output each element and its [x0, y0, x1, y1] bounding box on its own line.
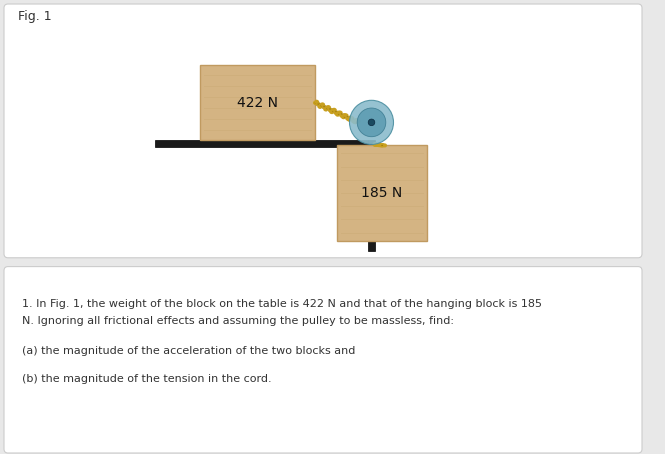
Bar [155, 140, 368, 148]
Bar [368, 140, 375, 251]
Text: N. Ignoring all frictional effects and assuming the pulley to be massless, find:: N. Ignoring all frictional effects and a… [22, 316, 454, 326]
Circle shape [368, 119, 375, 126]
Bar [336, 145, 426, 241]
Text: Fig. 1: Fig. 1 [18, 10, 52, 23]
Text: 422 N: 422 N [237, 96, 278, 110]
Bar [200, 65, 315, 140]
Circle shape [357, 108, 386, 137]
Text: (a) the magnitude of the acceleration of the two blocks and: (a) the magnitude of the acceleration of… [22, 346, 355, 356]
FancyBboxPatch shape [4, 4, 642, 258]
FancyBboxPatch shape [4, 266, 642, 453]
Text: 1. In Fig. 1, the weight of the block on the table is 422 N and that of the hang: 1. In Fig. 1, the weight of the block on… [22, 299, 542, 309]
Circle shape [350, 100, 394, 144]
Text: 185 N: 185 N [361, 186, 402, 200]
Text: (b) the magnitude of the tension in the cord.: (b) the magnitude of the tension in the … [22, 374, 271, 384]
